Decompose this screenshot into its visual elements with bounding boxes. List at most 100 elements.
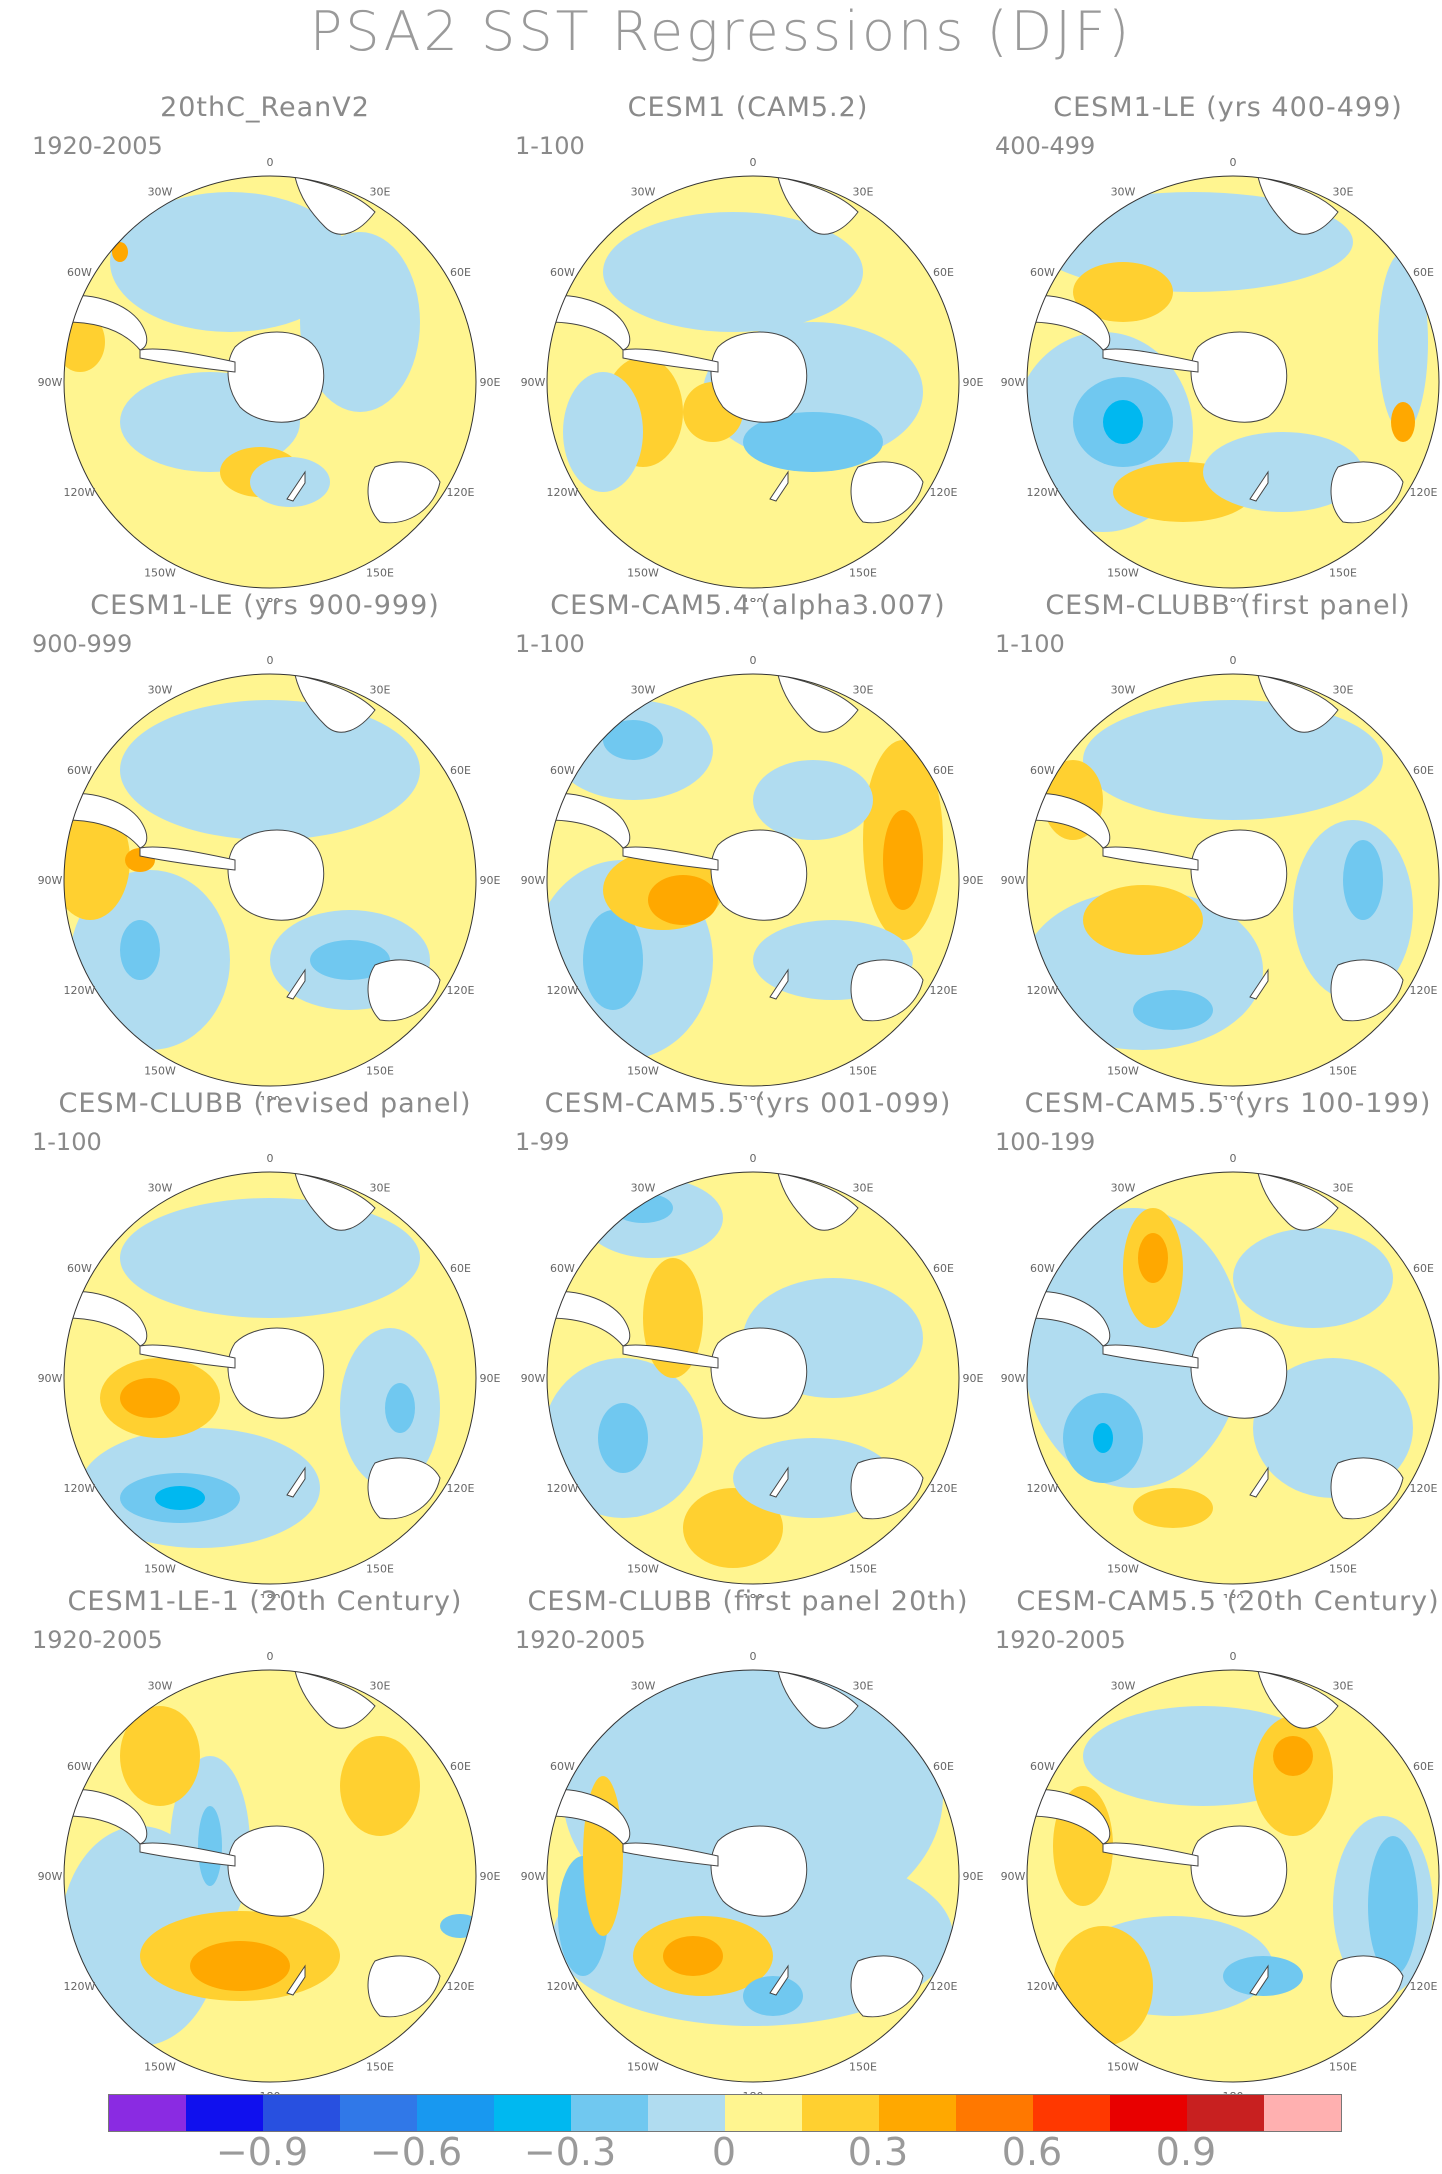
- continent-landmass: [367, 1457, 441, 1520]
- longitude-label: 120E: [1410, 1980, 1438, 1993]
- longitude-label: 180: [1223, 1094, 1244, 1100]
- antarctica-landmass: [1190, 1327, 1288, 1419]
- longitude-label: 150E: [1329, 567, 1357, 580]
- longitude-label: 150E: [849, 1563, 877, 1576]
- map-panel: CESM-CLUBB (first panel 20th) 1920-2005 0 3…: [513, 1586, 984, 2096]
- panel-title: CESM1 (CAM5.2): [627, 92, 869, 123]
- panel-title: CESM-CLUBB (revised panel): [58, 1088, 472, 1119]
- map-panel: CESM1-LE-1 (20th Century) 1920-2005 0 30E 60…: [30, 1586, 501, 2096]
- longitude-label: 0: [1230, 1152, 1237, 1165]
- anomaly-contour: [120, 1198, 420, 1318]
- longitude-label: 60W: [1030, 1760, 1055, 1773]
- panel-years: 1920-2005: [515, 1626, 646, 1654]
- map-boundary: [63, 673, 477, 1087]
- anomaly-contour: [1073, 262, 1173, 322]
- longitude-label: 180: [260, 1094, 281, 1100]
- new-zealand-landmass: [1249, 968, 1269, 1000]
- colorbar-swatch: [956, 2095, 1033, 2131]
- longitude-label: 90W: [521, 874, 546, 887]
- longitude-label: 150E: [849, 2061, 877, 2074]
- continent-landmass: [1102, 846, 1199, 871]
- longitude-label: 150W: [144, 1065, 176, 1078]
- colorbar-swatch: [340, 2095, 417, 2131]
- longitude-label: 60E: [933, 1760, 954, 1773]
- longitude-label: 150W: [144, 2061, 176, 2074]
- map-panel: CESM1-LE (yrs 400-499)400-499030E60E90E1…: [993, 92, 1442, 602]
- antarctica-landmass: [227, 331, 325, 423]
- anomaly-contour: [1233, 1228, 1393, 1328]
- continent-landmass: [622, 348, 719, 373]
- map-panel: CESM-CAM5.4 (alpha3.007) 1-100 0 30E 60E 90E 1…: [513, 590, 984, 1100]
- longitude-label: 0: [1230, 1650, 1237, 1663]
- anomaly-contour: [1368, 1836, 1418, 1976]
- longitude-label: 0: [267, 156, 274, 169]
- continent-landmass: [64, 793, 148, 849]
- colorbar-swatch: [1264, 2095, 1341, 2131]
- colorbar-swatch: [494, 2095, 571, 2131]
- map-boundary: [1026, 175, 1440, 589]
- anomaly-contour: [250, 457, 330, 507]
- polar-map: 0 30E 60E 90E 120E 150E 180 150W 120W 90W 60W 30W: [521, 654, 984, 1100]
- panel-title: CESM1-LE-1 (20th Century): [67, 1586, 463, 1617]
- new-zealand-landmass: [769, 470, 789, 502]
- longitude-label: 30E: [1333, 1679, 1354, 1692]
- continent-landmass: [777, 1670, 859, 1729]
- longitude-label: 180: [743, 1592, 764, 1598]
- new-zealand-landmass: [286, 968, 306, 1000]
- longitude-label: 60W: [67, 1760, 92, 1773]
- longitude-label: 60E: [1413, 764, 1434, 777]
- anomaly-contour: [648, 875, 718, 925]
- longitude-label: 30W: [148, 1679, 173, 1692]
- longitude-label: 30W: [1111, 185, 1136, 198]
- longitude-label: 120W: [1027, 1482, 1059, 1495]
- longitude-label: 60W: [550, 764, 575, 777]
- longitude-label: 120E: [447, 1980, 475, 1993]
- longitude-label: 180: [743, 2090, 764, 2096]
- longitude-label: 150W: [144, 567, 176, 580]
- continent-landmass: [850, 1457, 924, 1520]
- antarctica-landmass: [227, 829, 325, 921]
- longitude-label: 60W: [550, 1760, 575, 1773]
- map-panel: CESM-CAM5.5 (yrs 100-199) 100-199 0 30E 60E 9…: [993, 1088, 1442, 1598]
- longitude-label: 180: [1223, 1592, 1244, 1598]
- continent-landmass: [1027, 793, 1111, 849]
- longitude-label: 90E: [963, 1870, 984, 1883]
- longitude-label: 90W: [1001, 874, 1026, 887]
- new-zealand-landmass: [1249, 1964, 1269, 1996]
- map-boundary: [546, 673, 960, 1087]
- continent-landmass: [622, 846, 719, 871]
- anomaly-contour: [1343, 840, 1383, 920]
- longitude-label: 150W: [1107, 1065, 1139, 1078]
- anomaly-contour: [310, 940, 390, 980]
- anomaly-contour: [1378, 252, 1428, 432]
- longitude-label: 30E: [853, 1679, 874, 1692]
- panel-title: CESM-CAM5.5 (yrs 100-199): [1024, 1088, 1432, 1119]
- anomaly-contour: [440, 1914, 476, 1938]
- continent-landmass: [1027, 295, 1111, 351]
- polar-map: 0 30E 60E 90E 120E 150E 180 150W 120W 90W 60W 30W: [521, 1152, 984, 1598]
- colorbar-swatch: [1187, 2095, 1264, 2131]
- anomaly-contour: [743, 412, 883, 472]
- map-panel: CESM-CLUBB (revised panel) 1-100 0 30E 60E 90…: [30, 1088, 501, 1598]
- colorbar-tick-label: 0: [711, 2130, 737, 2174]
- longitude-label: 120W: [64, 1482, 96, 1495]
- longitude-label: 0: [1230, 654, 1237, 667]
- continent-landmass: [1257, 674, 1339, 733]
- anomaly-contour: [190, 1941, 290, 1991]
- antarctica-landmass: [710, 331, 808, 423]
- continent-landmass: [294, 1172, 376, 1231]
- longitude-label: 150E: [366, 1065, 394, 1078]
- anomaly-contour: [340, 1736, 420, 1836]
- continent-landmass: [64, 1291, 148, 1347]
- continent-landmass: [64, 1789, 148, 1845]
- anomaly-contour: [563, 372, 643, 492]
- continent-landmass: [1027, 1789, 1111, 1845]
- longitude-label: 0: [750, 1650, 757, 1663]
- longitude-label: 90E: [480, 1372, 501, 1385]
- longitude-label: 60W: [1030, 266, 1055, 279]
- longitude-label: 30W: [631, 683, 656, 696]
- longitude-label: 150E: [1329, 2061, 1357, 2074]
- longitude-label: 120E: [447, 486, 475, 499]
- longitude-label: 150W: [1107, 567, 1139, 580]
- continent-landmass: [139, 846, 236, 871]
